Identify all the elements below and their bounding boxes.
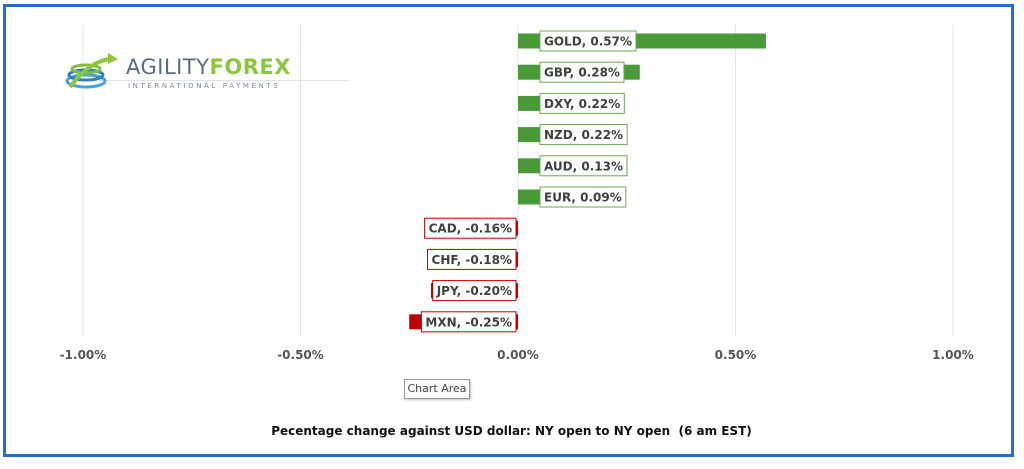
x-tick-label: -0.50% xyxy=(277,348,324,362)
x-tick-label: 0.50% xyxy=(715,348,757,362)
data-label-box xyxy=(539,124,628,146)
data-label-box xyxy=(539,30,637,52)
data-label-box xyxy=(420,311,517,333)
data-label-box xyxy=(427,248,517,270)
data-labels: GOLD, 0.57% GBP, 0.28% DXY, 0.22% NZD, 0.22… xyxy=(420,30,637,333)
brand-name-part1: AGILITY xyxy=(126,55,210,79)
data-label-mxn: MXN, -0.25% xyxy=(425,315,512,329)
data-label-box xyxy=(539,92,625,114)
data-label-dxy: DXY, 0.22% xyxy=(544,97,620,111)
globe-swoosh-icon xyxy=(65,53,118,89)
chart-area-tooltip: Chart Area xyxy=(404,379,470,399)
data-label-box xyxy=(432,280,517,302)
brand-name-part2: FOREX xyxy=(209,55,291,79)
chart-frame: GOLD, 0.57% GBP, 0.28% DXY, 0.22% NZD, 0.22… xyxy=(3,4,1014,457)
data-label-eur: EUR, 0.09% xyxy=(544,191,622,205)
brand-tagline: INTERNATIONAL PAYMENTS xyxy=(128,82,281,90)
data-label-gold: GOLD, 0.57% xyxy=(544,35,632,49)
data-label-aud: AUD, 0.13% xyxy=(544,159,623,173)
x-tick-label: 1.00% xyxy=(932,348,974,362)
data-label-nzd: NZD, 0.22% xyxy=(544,128,623,142)
x-axis-label: Pecentage change against USD dollar: NY … xyxy=(271,424,752,438)
data-label-jpy: JPY, -0.20% xyxy=(436,284,512,298)
data-label-box xyxy=(539,155,628,177)
brand-logo: AGILITYFOREX INTERNATIONAL PAYMENTS xyxy=(64,47,348,103)
data-label-box xyxy=(539,186,627,208)
brand-name: AGILITYFOREX xyxy=(126,55,291,79)
x-tick-label: -1.00% xyxy=(60,348,107,362)
x-tick-label: 0.00% xyxy=(497,348,539,362)
bar-chart[interactable]: GOLD, 0.57% GBP, 0.28% DXY, 0.22% NZD, 0.22… xyxy=(6,7,1011,454)
x-axis-ticks: -1.00% -0.50% 0.00% 0.50% 1.00% xyxy=(60,348,974,362)
data-label-gbp: GBP, 0.28% xyxy=(544,66,620,80)
data-label-box xyxy=(539,61,625,83)
data-label-box xyxy=(424,217,517,239)
logo-divider xyxy=(100,80,348,81)
data-label-cad: CAD, -0.16% xyxy=(429,222,512,236)
data-label-chf: CHF, -0.18% xyxy=(432,253,512,267)
